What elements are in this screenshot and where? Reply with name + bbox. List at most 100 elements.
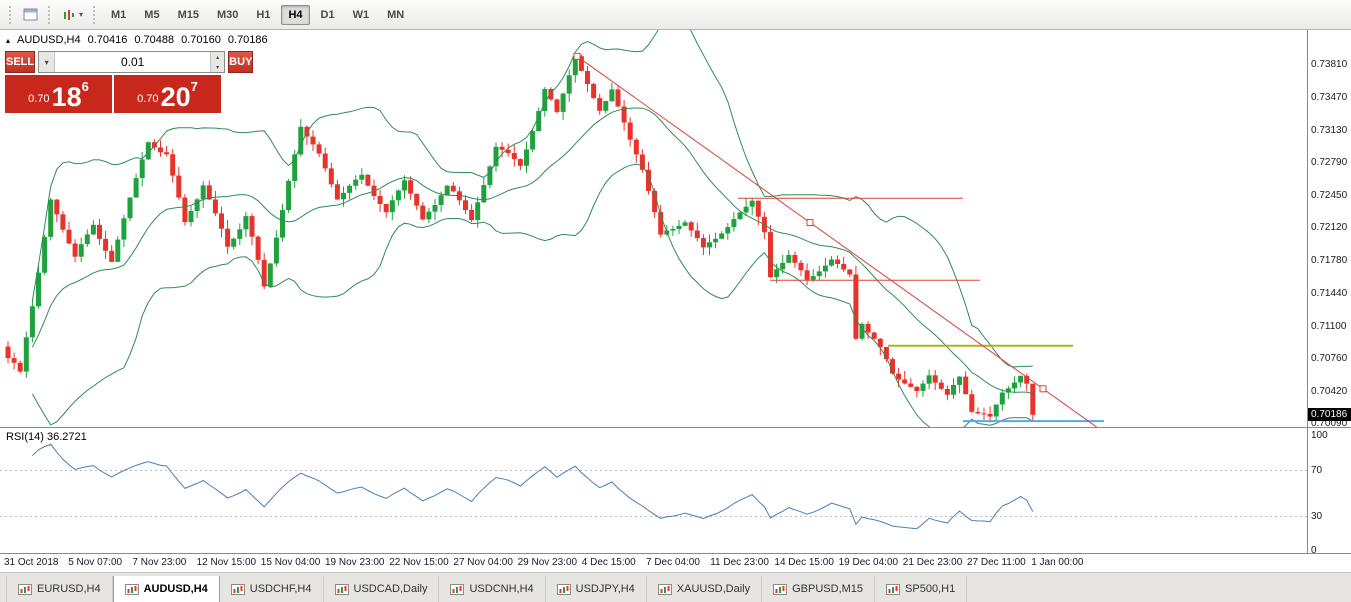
time-axis-label: 21 Dec 23:00 bbox=[902, 557, 963, 568]
mini-chart-icon bbox=[124, 583, 139, 595]
tab-label: USDCAD,Daily bbox=[353, 583, 428, 595]
timeframe-button-m5[interactable]: M5 bbox=[144, 8, 160, 21]
one-click-trading-panel: SELL ▾ ▴ ▾ BUY 0.70 18 6 0.70 20 7 bbox=[5, 51, 254, 113]
time-axis-label: 11 Dec 23:00 bbox=[710, 557, 769, 568]
trendline-handle[interactable] bbox=[806, 219, 814, 227]
tab-label: USDCNH,H4 bbox=[469, 583, 534, 595]
time-axis-label: 27 Nov 04:00 bbox=[453, 557, 513, 568]
chart-tab-eurusd[interactable]: EURUSD,H4 bbox=[6, 576, 113, 602]
tab-label: AUDUSD,H4 bbox=[143, 583, 208, 595]
rsi-axis-label: 70 bbox=[1311, 464, 1323, 476]
indicators-dropdown-button[interactable]: ▾ bbox=[57, 4, 88, 26]
candles-layer bbox=[5, 52, 1036, 423]
price-axis-label: 0.70420 bbox=[1311, 386, 1348, 398]
current-price-badge: 0.70186 bbox=[1308, 408, 1351, 422]
chart-tab-usdchf[interactable]: USDCHF,H4 bbox=[220, 576, 324, 602]
rsi-canvas[interactable] bbox=[0, 428, 1307, 553]
chart-tab-xauusd[interactable]: XAUUSD,Daily bbox=[647, 576, 763, 602]
rsi-axis-label: 0 bbox=[1311, 545, 1317, 556]
lot-size-control: ▾ ▴ ▾ bbox=[38, 51, 226, 73]
ask-prefix: 0.70 bbox=[137, 93, 159, 105]
price-chart-canvas[interactable] bbox=[0, 30, 1307, 427]
toolbar-grip bbox=[48, 5, 52, 24]
chart-window-button[interactable] bbox=[18, 4, 43, 26]
lot-spinner-up-icon[interactable]: ▴ bbox=[211, 52, 225, 62]
rsi-axis-label: 100 bbox=[1311, 430, 1328, 441]
descending-trendline[interactable] bbox=[573, 52, 1098, 427]
lot-spinner: ▴ ▾ bbox=[210, 52, 225, 72]
axis-separator-line bbox=[1307, 30, 1308, 553]
tab-label: SP500,H1 bbox=[905, 583, 956, 595]
mini-chart-icon bbox=[657, 583, 672, 595]
chart-tab-sp500[interactable]: SP500,H1 bbox=[875, 576, 968, 602]
toolbar-grip bbox=[93, 5, 97, 24]
ohlc-high: 0.70488 bbox=[134, 34, 175, 46]
rsi-panel: RSI(14) 36.2721 bbox=[0, 428, 1307, 553]
timeframe-button-h4[interactable]: H4 bbox=[281, 4, 310, 25]
time-axis-label: 19 Dec 04:00 bbox=[838, 557, 899, 568]
tab-label: XAUUSD,Daily bbox=[676, 583, 751, 595]
buy-button[interactable]: BUY bbox=[228, 51, 254, 73]
chart-area: ▴ AUDUSD,H4 0.70416 0.70488 0.70160 0.70… bbox=[0, 30, 1307, 427]
rsi-indicator-label: RSI(14) 36.2721 bbox=[6, 431, 87, 443]
lot-dropdown-button[interactable]: ▾ bbox=[39, 52, 56, 72]
chart-tab-audusd[interactable]: AUDUSD,H4 bbox=[112, 576, 220, 602]
bid-sup-digit: 6 bbox=[81, 79, 89, 94]
sell-button[interactable]: SELL bbox=[5, 51, 36, 73]
trendline-handle[interactable] bbox=[573, 52, 581, 60]
timeframe-button-d1[interactable]: D1 bbox=[320, 8, 335, 21]
timeframe-button-h1[interactable]: H1 bbox=[256, 8, 271, 21]
mini-chart-icon bbox=[450, 583, 465, 595]
mini-chart-icon bbox=[334, 583, 349, 595]
price-axis-label: 0.72120 bbox=[1311, 222, 1348, 234]
price-axis-label: 0.73810 bbox=[1311, 59, 1348, 70]
price-axis-label: 0.71440 bbox=[1311, 287, 1348, 299]
bollinger-lower-band bbox=[31, 163, 1034, 427]
time-axis[interactable]: 31 Oct 2018 5 Nov 07:00 7 Nov 23:00 12 Nov … bbox=[0, 554, 1307, 572]
timeframe-button-m30[interactable]: M30 bbox=[216, 8, 239, 21]
price-axis-label: 0.73130 bbox=[1311, 124, 1348, 136]
ohlc-open: 0.70416 bbox=[87, 34, 128, 46]
timeframe-button-mn[interactable]: MN bbox=[387, 8, 405, 21]
time-axis-label: 5 Nov 07:00 bbox=[68, 557, 123, 568]
timeframe-group: M1 M5 M15 M30 H1 H4 D1 W1 MN bbox=[102, 4, 413, 25]
time-axis-label: 7 Nov 23:00 bbox=[132, 557, 187, 568]
time-axis-label: 19 Nov 23:00 bbox=[325, 557, 385, 568]
one-click-collapse-icon[interactable]: ▴ bbox=[6, 35, 11, 45]
trendline-handle[interactable] bbox=[1039, 385, 1047, 393]
bollinger-bands bbox=[31, 30, 1034, 427]
chart-tab-usdjpy[interactable]: USDJPY,H4 bbox=[546, 576, 647, 602]
mini-chart-icon bbox=[18, 583, 32, 595]
price-axis-label: 0.70090 bbox=[1311, 418, 1348, 430]
price-axis-label: 0.72450 bbox=[1311, 190, 1348, 202]
sell-price-box[interactable]: 0.70 18 6 bbox=[5, 75, 112, 113]
top-toolbar: ▾ M1 M5 M15 M30 H1 H4 D1 W1 MN bbox=[0, 0, 1351, 30]
price-axis-label: 0.73470 bbox=[1311, 91, 1348, 103]
caret-down-icon: ▾ bbox=[79, 9, 84, 19]
lot-spinner-down-icon[interactable]: ▾ bbox=[211, 62, 225, 72]
tab-label: USDCHF,H4 bbox=[249, 583, 312, 595]
chart-symbol-label: AUDUSD,H4 bbox=[17, 34, 81, 46]
chart-tab-usdcnh[interactable]: USDCNH,H4 bbox=[439, 576, 546, 602]
time-axis-separator bbox=[0, 553, 1351, 554]
timeframe-button-m1[interactable]: M1 bbox=[111, 8, 127, 21]
toolbar-grip bbox=[9, 5, 13, 24]
timeframe-button-m15[interactable]: M15 bbox=[177, 8, 199, 21]
time-axis-label: 22 Nov 15:00 bbox=[389, 557, 449, 568]
panel-separator[interactable] bbox=[0, 427, 1351, 428]
chart-tab-gbpusd[interactable]: GBPUSD,M15 bbox=[762, 576, 876, 602]
tab-label: USDJPY,H4 bbox=[575, 583, 635, 595]
timeframe-button-w1[interactable]: W1 bbox=[352, 8, 370, 21]
buy-price-box[interactable]: 0.70 20 7 bbox=[114, 75, 221, 113]
time-axis-label: 1 Jan 00:00 bbox=[1031, 557, 1084, 568]
rsi-line bbox=[32, 443, 1034, 530]
bollinger-middle-band bbox=[31, 107, 1033, 394]
rsi-axis-label: 30 bbox=[1311, 510, 1323, 522]
price-axis-label: 0.71780 bbox=[1311, 254, 1348, 266]
chart-tab-usdcad[interactable]: USDCAD,Daily bbox=[324, 576, 440, 602]
price-axis[interactable]: 0.70186 0.73810 0.73470 0.73130 0.72790 0.72… bbox=[1308, 30, 1351, 556]
time-axis-label: 12 Nov 15:00 bbox=[196, 557, 257, 568]
lot-size-input[interactable] bbox=[55, 52, 211, 72]
time-axis-label: 4 Dec 15:00 bbox=[581, 557, 636, 568]
tab-label: GBPUSD,M15 bbox=[792, 583, 864, 595]
